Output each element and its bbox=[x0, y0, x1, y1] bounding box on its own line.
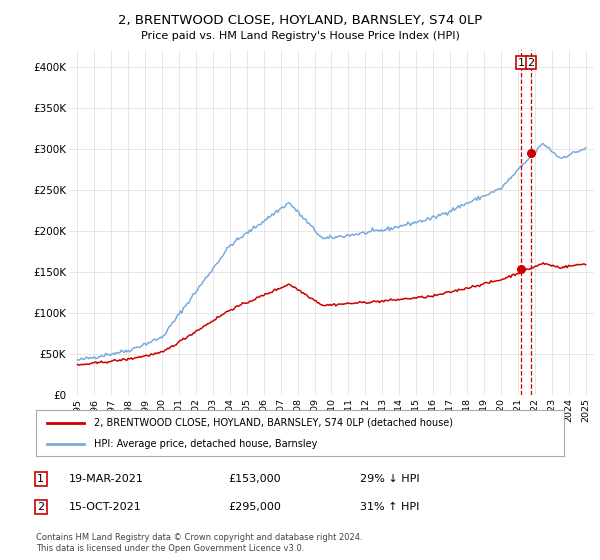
Text: HPI: Average price, detached house, Barnsley: HPI: Average price, detached house, Barn… bbox=[94, 439, 317, 449]
Text: 1: 1 bbox=[518, 58, 525, 68]
Text: Contains HM Land Registry data © Crown copyright and database right 2024.
This d: Contains HM Land Registry data © Crown c… bbox=[36, 533, 362, 553]
Text: £295,000: £295,000 bbox=[228, 502, 281, 512]
Text: 15-OCT-2021: 15-OCT-2021 bbox=[69, 502, 142, 512]
Text: 29% ↓ HPI: 29% ↓ HPI bbox=[360, 474, 419, 484]
Text: 1: 1 bbox=[37, 474, 44, 484]
Text: 19-MAR-2021: 19-MAR-2021 bbox=[69, 474, 144, 484]
Text: Price paid vs. HM Land Registry's House Price Index (HPI): Price paid vs. HM Land Registry's House … bbox=[140, 31, 460, 41]
Text: 2: 2 bbox=[527, 58, 535, 68]
Text: £153,000: £153,000 bbox=[228, 474, 281, 484]
Text: 31% ↑ HPI: 31% ↑ HPI bbox=[360, 502, 419, 512]
Text: 2, BRENTWOOD CLOSE, HOYLAND, BARNSLEY, S74 0LP: 2, BRENTWOOD CLOSE, HOYLAND, BARNSLEY, S… bbox=[118, 14, 482, 27]
Text: 2, BRENTWOOD CLOSE, HOYLAND, BARNSLEY, S74 0LP (detached house): 2, BRENTWOOD CLOSE, HOYLAND, BARNSLEY, S… bbox=[94, 418, 453, 428]
Text: 2: 2 bbox=[37, 502, 44, 512]
